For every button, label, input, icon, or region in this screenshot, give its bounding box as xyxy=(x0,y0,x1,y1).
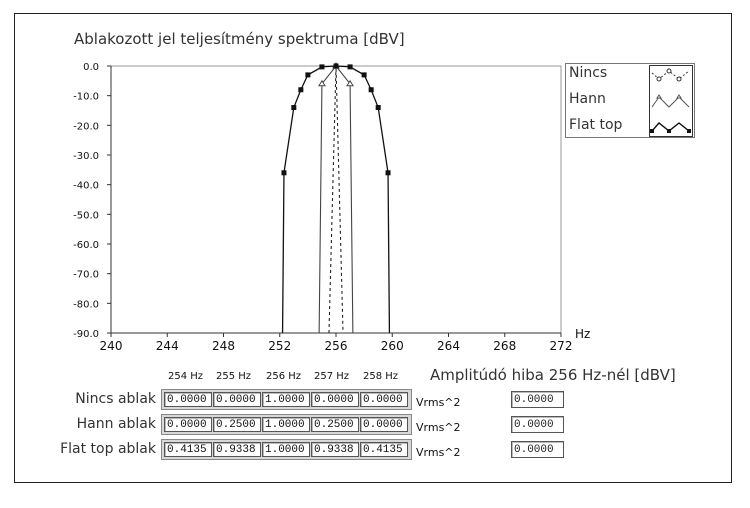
y-tick-label: -40.0 xyxy=(73,181,99,192)
value-cell[interactable]: 0.9338 xyxy=(311,442,359,457)
unit-label: Vrms^2 xyxy=(416,396,461,409)
legend-label-hann: Hann xyxy=(569,91,606,107)
value-cell[interactable]: 1.0000 xyxy=(262,442,310,457)
x-tick-label: 244 xyxy=(156,339,179,353)
x-tick-label: 248 xyxy=(212,339,235,353)
legend-label-flat-top: Flat top xyxy=(569,117,623,133)
row-label-flat-top: Flat top ablak xyxy=(60,441,156,457)
y-tick-label: -20.0 xyxy=(73,121,99,132)
value-cell[interactable]: 0.0000 xyxy=(360,392,408,407)
y-tick-label: -50.0 xyxy=(73,210,99,221)
value-group-flat-top: 0.4135 0.9338 1.0000 0.9338 0.4135 xyxy=(161,439,412,460)
freq-header-255: 255 Hz xyxy=(216,371,252,382)
flat-top-point xyxy=(333,63,339,69)
value-cell[interactable]: 0.2500 xyxy=(311,417,359,432)
flat-top-point xyxy=(361,72,367,78)
freq-header-258: 258 Hz xyxy=(363,371,399,382)
row-label-hann: Hann ablak xyxy=(76,416,156,432)
flat-top-point xyxy=(385,170,391,176)
chart-title: Ablakozott jel teljesítmény spektruma [d… xyxy=(74,30,405,48)
error-field-hann[interactable]: 0.0000 xyxy=(511,416,564,433)
legend-swatch-nincs xyxy=(651,68,690,82)
error-field-flat-top[interactable]: 0.0000 xyxy=(511,441,564,458)
flat-top-point xyxy=(291,105,297,111)
value-cell[interactable]: 0.9338 xyxy=(213,442,261,457)
y-tick-label: -90.0 xyxy=(73,329,99,340)
x-tick-label: 268 xyxy=(493,339,516,353)
x-tick-label: 256 xyxy=(325,339,348,353)
amplitude-error-title: Amplitúdó hiba 256 Hz-nél [dBV] xyxy=(430,366,676,384)
hann-point xyxy=(346,79,354,87)
value-cell[interactable]: 0.4135 xyxy=(164,442,212,457)
flat-top-point xyxy=(319,64,325,70)
y-tick-label: -80.0 xyxy=(73,299,99,310)
y-tick-label: -10.0 xyxy=(73,92,99,103)
unit-label: Vrms^2 xyxy=(416,421,461,434)
x-tick-label: 240 xyxy=(100,339,123,353)
flat-top-point xyxy=(305,72,311,78)
x-tick-label: 272 xyxy=(550,339,573,353)
freq-header-254: 254 Hz xyxy=(168,371,204,382)
series-line-nincs xyxy=(328,65,344,334)
value-cell[interactable]: 1.0000 xyxy=(262,417,310,432)
x-tick-label: 264 xyxy=(437,339,460,353)
value-group-hann: 0.0000 0.2500 1.0000 0.2500 0.0000 xyxy=(161,414,412,435)
value-cell[interactable]: 0.0000 xyxy=(360,417,408,432)
y-tick-label: -60.0 xyxy=(73,240,99,251)
row-label-nincs: Nincs ablak xyxy=(75,391,156,407)
value-cell[interactable]: 0.0000 xyxy=(311,392,359,407)
legend-swatches xyxy=(649,65,693,137)
hann-point xyxy=(318,79,326,87)
value-cell[interactable]: 0.0000 xyxy=(164,392,212,407)
freq-header-257: 257 Hz xyxy=(314,371,350,382)
value-cell[interactable]: 1.0000 xyxy=(262,392,310,407)
y-tick-label: -30.0 xyxy=(73,151,99,162)
x-tick-label: 260 xyxy=(381,339,404,353)
plot-area xyxy=(110,65,562,334)
legend-swatch-hann xyxy=(651,94,690,108)
x-axis-label: Hz xyxy=(575,327,590,341)
value-cell[interactable]: 0.2500 xyxy=(213,417,261,432)
flat-top-point xyxy=(281,170,287,176)
value-cell[interactable]: 0.0000 xyxy=(213,392,261,407)
legend-swatch-flat-top xyxy=(650,122,691,133)
error-field-nincs[interactable]: 0.0000 xyxy=(511,391,564,408)
value-cell[interactable]: 0.0000 xyxy=(164,417,212,432)
flat-top-point xyxy=(298,87,304,93)
y-tick-label: 0.0 xyxy=(83,62,99,73)
legend-label-nincs: Nincs xyxy=(569,65,608,81)
freq-header-256: 256 Hz xyxy=(266,371,302,382)
flat-top-point xyxy=(347,64,353,70)
value-group-nincs: 0.0000 0.0000 1.0000 0.0000 0.0000 xyxy=(161,389,412,410)
y-tick-label: -70.0 xyxy=(73,270,99,281)
x-tick-label: 252 xyxy=(268,339,291,353)
flat-top-point xyxy=(375,105,381,111)
flat-top-point xyxy=(368,87,374,93)
unit-label: Vrms^2 xyxy=(416,446,461,459)
value-cell[interactable]: 0.4135 xyxy=(360,442,408,457)
